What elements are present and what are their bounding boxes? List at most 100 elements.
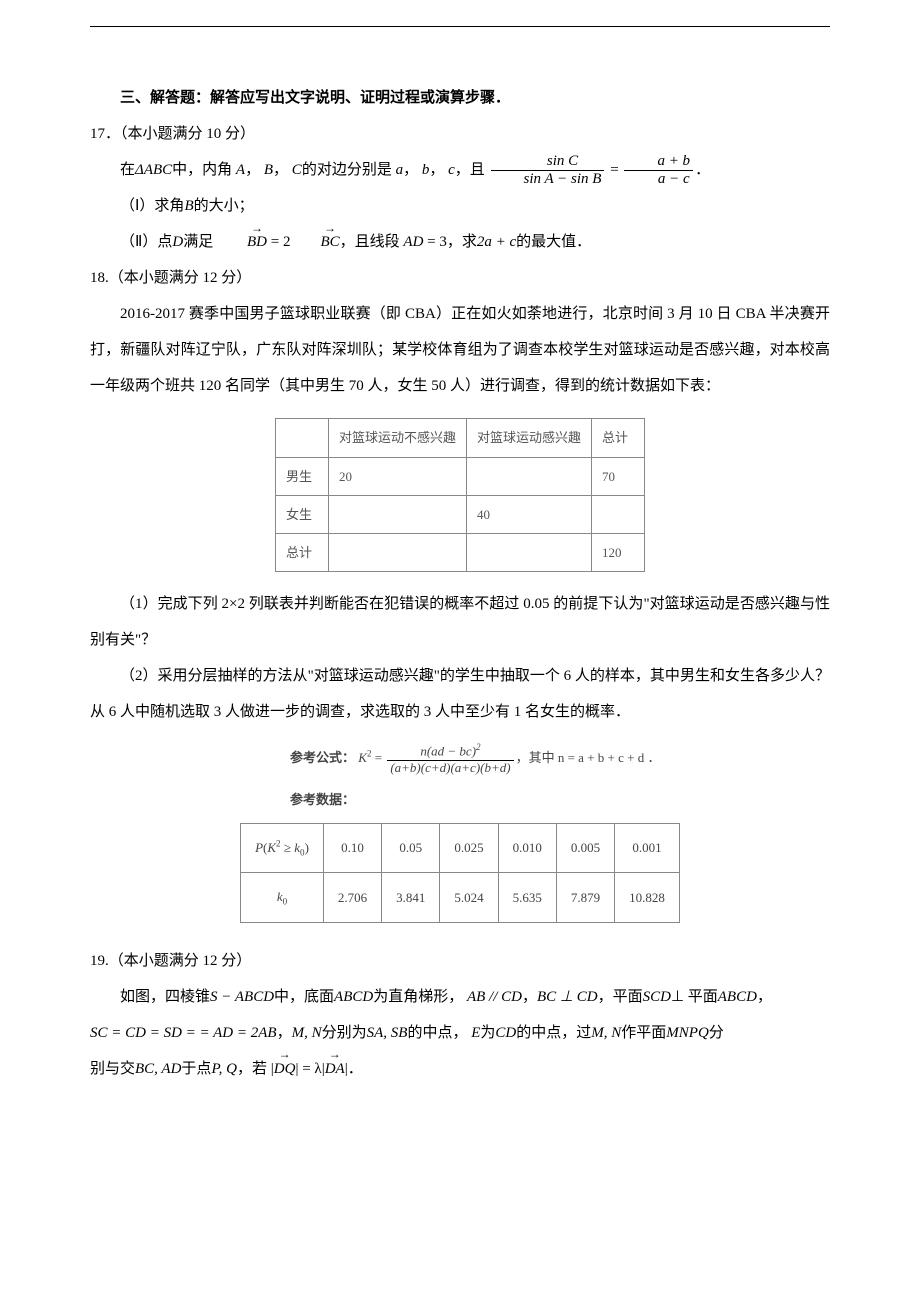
a: a	[396, 162, 404, 178]
t: 的中点，过	[516, 1025, 591, 1041]
vec-dq: DQ	[274, 1051, 296, 1087]
th: P(K2 ≥ k0)	[241, 823, 324, 872]
t: P, Q	[211, 1061, 237, 1077]
eq: = 2	[267, 234, 290, 250]
td: 3.841	[382, 873, 440, 922]
td	[328, 533, 466, 571]
td	[467, 533, 592, 571]
t: 为	[480, 1025, 495, 1041]
table-row: 对篮球运动不感兴趣 对篮球运动感兴趣 总计	[275, 419, 644, 457]
q18-part2: （2）采用分层抽样的方法从"对篮球运动感兴趣"的学生中抽取一个 6 人的样本，其…	[90, 658, 830, 730]
c: c	[448, 162, 455, 178]
t: ，	[245, 162, 260, 178]
formula-label: 参考公式：	[290, 750, 355, 765]
eq: =	[610, 162, 618, 178]
t: BC, AD	[135, 1061, 181, 1077]
den: sin A − sin B	[491, 171, 605, 188]
expr: 2a + c	[477, 234, 516, 250]
t: 的最大值．	[516, 234, 591, 250]
t: ⊥ 平面	[671, 989, 718, 1005]
B: B	[264, 162, 273, 178]
num: n(ad − bc)2	[387, 742, 513, 760]
t: 如图，四棱锥	[120, 989, 210, 1005]
t: ，	[429, 162, 444, 178]
td: 120	[592, 533, 645, 571]
t: SC = CD = SD = = AD = 2AB	[90, 1025, 277, 1041]
t: ，	[403, 162, 418, 178]
K: K	[358, 750, 367, 765]
t: 的对边分别是	[302, 162, 392, 178]
td: 5.024	[440, 873, 498, 922]
t: ，	[757, 989, 772, 1005]
q17-p2: （Ⅱ）点D满足 BD = 2BC，且线段 AD = 3，求2a + c的最大值．	[90, 224, 830, 260]
vec-bd: BD	[217, 224, 267, 260]
t: 的大小；	[194, 198, 254, 214]
B: B	[184, 198, 193, 214]
q19-head: 19.（本小题满分 12 分）	[90, 943, 830, 979]
t: 于点	[181, 1061, 211, 1077]
formula-frac: n(ad − bc)2 (a+b)(c+d)(a+c)(b+d)	[385, 742, 515, 775]
section-title: 三、解答题：解答应写出文字说明、证明过程或演算步骤．	[90, 80, 830, 116]
t: 为直角梯形，	[373, 989, 463, 1005]
t: ，且	[455, 162, 485, 178]
abs-da: |DA|	[322, 1061, 348, 1077]
table-row: 总计 120	[275, 533, 644, 571]
num: a + b	[624, 153, 693, 171]
q19-line3: 别与交BC, AD于点P, Q，若 |DQ| = λ|DA|．	[90, 1051, 830, 1087]
t: 中，内角	[172, 162, 232, 178]
eq: = λ	[298, 1061, 321, 1077]
t: 分	[709, 1025, 724, 1041]
td: 0.05	[382, 823, 440, 872]
q17-line1: 在ΔABC中，内角 A， B， C的对边分别是 a， b， c，且 sin C …	[90, 152, 830, 188]
td: 20	[328, 457, 466, 495]
AD: AD	[403, 234, 423, 250]
th	[275, 419, 328, 457]
t: MNPQ	[666, 1025, 709, 1041]
A: A	[236, 162, 245, 178]
tri: ΔABC	[135, 162, 172, 178]
td: 5.635	[498, 873, 556, 922]
th: 对篮球运动不感兴趣	[328, 419, 466, 457]
vec-da: DA	[325, 1051, 345, 1087]
table-row: P(K2 ≥ k0) 0.10 0.05 0.025 0.010 0.005 0…	[241, 823, 680, 872]
td	[328, 495, 466, 533]
t: M, N	[292, 1025, 322, 1041]
td: 0.001	[615, 823, 680, 872]
td: 总计	[275, 533, 328, 571]
th: 总计	[592, 419, 645, 457]
t: = 3，求	[423, 234, 476, 250]
t: SCD	[643, 989, 671, 1005]
t: ，	[273, 162, 288, 178]
td: 0.010	[498, 823, 556, 872]
td	[467, 457, 592, 495]
eq: =	[371, 750, 385, 765]
t: E	[471, 1025, 480, 1041]
vec-bc: BC	[290, 224, 339, 260]
t: （Ⅰ）求角	[120, 198, 184, 214]
t: ，	[277, 1025, 292, 1041]
C: C	[292, 162, 302, 178]
td: 7.879	[556, 873, 614, 922]
q19-line2: SC = CD = SD = = AD = 2AB，M, N分别为SA, SB的…	[90, 1015, 830, 1051]
td: 70	[592, 457, 645, 495]
t: 作平面	[621, 1025, 666, 1041]
td	[592, 495, 645, 533]
top-rule	[90, 26, 830, 27]
td: 0.005	[556, 823, 614, 872]
td: 40	[467, 495, 592, 533]
t: CD	[495, 1025, 516, 1041]
num: sin C	[491, 153, 605, 171]
td: 0.025	[440, 823, 498, 872]
content: 三、解答题：解答应写出文字说明、证明过程或演算步骤． 17．（本小题满分 10 …	[90, 80, 830, 1087]
frac-left: sin C sin A − sin B	[489, 153, 607, 189]
t: SA, SB	[367, 1025, 408, 1041]
contingency-table: 对篮球运动不感兴趣 对篮球运动感兴趣 总计 男生 20 70 女生 40 总计 …	[275, 418, 645, 572]
t: ABCD	[334, 989, 373, 1005]
t: ，平面	[598, 989, 643, 1005]
t: ，其中 n = a + b + c + d ．	[516, 750, 661, 765]
q19-line1: 如图，四棱锥S − ABCD中，底面ABCD为直角梯形， AB // CD，BC…	[90, 979, 830, 1015]
abs-dq: |DQ|	[271, 1061, 299, 1077]
t: BC ⊥ CD	[537, 989, 598, 1005]
reference-table: P(K2 ≥ k0) 0.10 0.05 0.025 0.010 0.005 0…	[240, 823, 680, 923]
t: M, N	[591, 1025, 621, 1041]
